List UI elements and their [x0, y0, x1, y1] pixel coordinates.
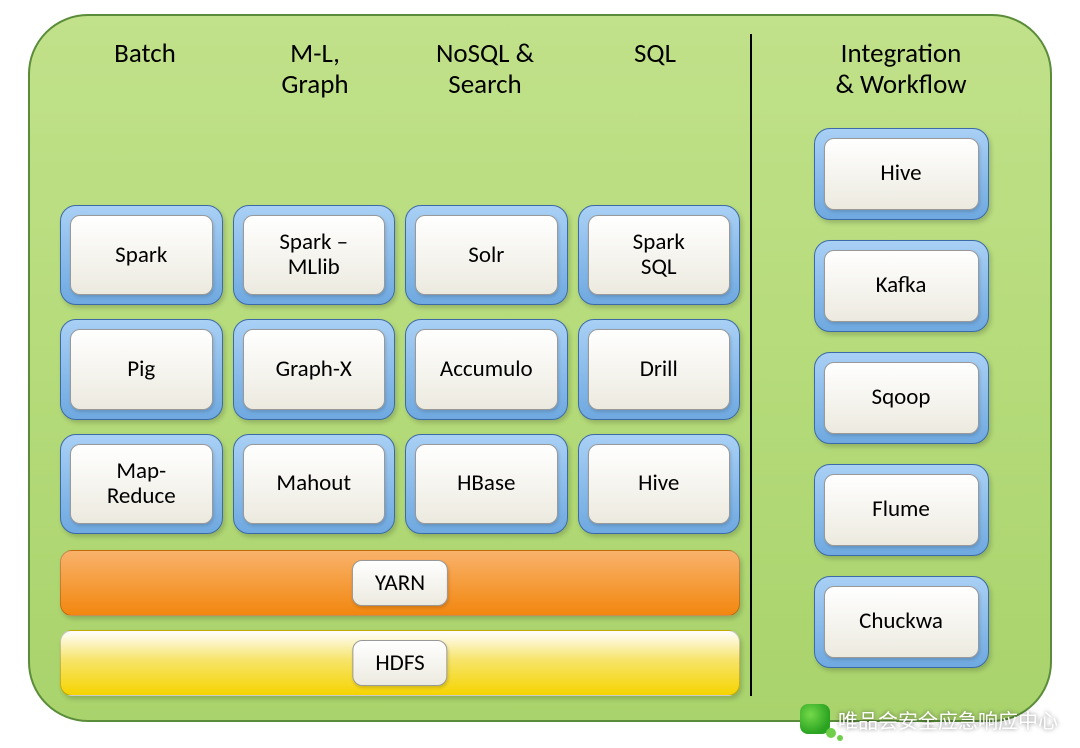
foundation-bar-label: HDFS [352, 640, 447, 686]
component-cell: Drill [578, 319, 741, 419]
foundation-bar-label: YARN [352, 560, 448, 606]
header-integration-workflow: Integration& Workflow [835, 34, 966, 100]
integration-cell: Hive [814, 128, 989, 220]
component-label: Hive [588, 444, 731, 524]
component-cell: Solr [405, 205, 568, 305]
left-headers: Batch M-L,Graph NoSQL &Search SQL [60, 34, 740, 121]
foundation-bars: YARN HDFS [60, 550, 740, 696]
watermark-text: 唯品会安全应急响应中心 [838, 705, 1058, 734]
component-label: HBase [415, 444, 558, 524]
right-stack: Hive Kafka Sqoop Flume Chuckwa [814, 128, 989, 668]
foundation-bar: YARN [60, 550, 740, 616]
component-cell: Spark –MLlib [233, 205, 396, 305]
header-ml-graph: M-L,Graph [230, 34, 400, 121]
integration-cell: Flume [814, 464, 989, 556]
integration-label: Kafka [824, 250, 979, 322]
component-cell: Spark [60, 205, 223, 305]
component-cell: SparkSQL [578, 205, 741, 305]
watermark: 唯品会安全应急响应中心 [800, 704, 1058, 734]
component-label: Solr [415, 215, 558, 295]
component-cell: Graph-X [233, 319, 396, 419]
component-label: Graph-X [243, 329, 386, 409]
component-label: SparkSQL [588, 215, 731, 295]
integration-cell: Chuckwa [814, 576, 989, 668]
foundation-bar: HDFS [60, 630, 740, 696]
component-label: Accumulo [415, 329, 558, 409]
integration-label: Sqoop [824, 362, 979, 434]
component-label: Map-Reduce [70, 444, 213, 524]
component-cell: HBase [405, 434, 568, 534]
wechat-icon [800, 704, 830, 734]
component-cell: Accumulo [405, 319, 568, 419]
component-label: Mahout [243, 444, 386, 524]
columns-wrapper: Batch M-L,Graph NoSQL &Search SQL SparkS… [60, 34, 1020, 696]
component-cell: Mahout [233, 434, 396, 534]
component-cell: Pig [60, 319, 223, 419]
component-cell: Hive [578, 434, 741, 534]
header-sql: SQL [570, 34, 740, 121]
diagram-board: Batch M-L,Graph NoSQL &Search SQL SparkS… [28, 14, 1052, 722]
integration-cell: Kafka [814, 240, 989, 332]
component-label: Spark [70, 215, 213, 295]
vertical-divider [750, 34, 752, 696]
header-nosql-search: NoSQL &Search [400, 34, 570, 121]
component-grid: Spark Spark –MLlib Solr SparkSQL Pig Graph-X A… [60, 205, 740, 534]
integration-cell: Sqoop [814, 352, 989, 444]
component-label: Spark –MLlib [243, 215, 386, 295]
integration-label: Chuckwa [824, 586, 979, 658]
component-cell: Map-Reduce [60, 434, 223, 534]
left-section: Batch M-L,Graph NoSQL &Search SQL SparkS… [60, 34, 740, 696]
integration-label: Hive [824, 138, 979, 210]
header-batch: Batch [60, 34, 230, 121]
integration-label: Flume [824, 474, 979, 546]
right-section: Integration& Workflow Hive Kafka Sqoop Flum… [782, 34, 1020, 696]
component-label: Pig [70, 329, 213, 409]
component-label: Drill [588, 329, 731, 409]
